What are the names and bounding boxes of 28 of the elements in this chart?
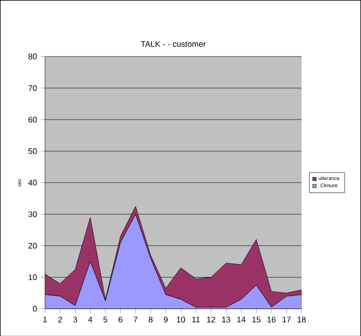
y-tick-label: 70: [28, 84, 37, 91]
y-tick-label: 10: [28, 274, 37, 280]
x-tick-label: 3: [73, 316, 78, 322]
y-tick-label: 20: [28, 242, 37, 248]
chart-title: TALK - - customer: [140, 40, 206, 47]
x-tick-label: 1: [43, 316, 47, 322]
y-tick-label: 80: [28, 53, 37, 60]
y-tick-label: 50: [28, 148, 37, 154]
x-tick-label: 17: [282, 316, 291, 322]
y-tick-label: 60: [28, 116, 37, 122]
y-tick-label: 30: [28, 211, 37, 217]
x-tick-label: 7: [134, 316, 138, 322]
y-tick-label: 0: [32, 306, 37, 312]
x-tick-label: 9: [164, 316, 168, 322]
x-tick-label: 16: [268, 316, 276, 322]
x-tick-label: 8: [148, 316, 153, 322]
x-tick-label: 6: [118, 316, 122, 322]
x-tick-label: 5: [103, 316, 108, 322]
x-tick-label: 10: [176, 316, 186, 322]
x-tick-label: 11: [192, 316, 200, 322]
x-tick-label: 15: [252, 316, 260, 322]
x-tick-label: 18: [298, 316, 306, 322]
x-tick-label: 14: [237, 316, 246, 322]
x-tick-label: 2: [58, 316, 62, 322]
x-tick-label: 12: [207, 316, 216, 322]
x-tick-label: 4: [88, 316, 92, 322]
x-tick-label: 13: [222, 316, 230, 322]
y-tick-label: 40: [28, 180, 37, 186]
